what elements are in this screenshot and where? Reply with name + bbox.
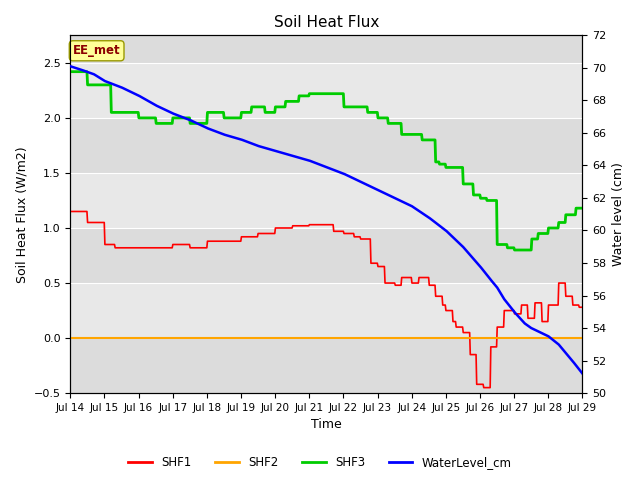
SHF3 [364,109,372,115]
SHF3 [511,247,518,253]
Bar [70,283,582,338]
SHF2 [364,335,372,341]
WaterLevel_cm [393,196,401,202]
SHF1 [579,304,586,310]
SHF2 [67,335,74,341]
WaterLevel_cm [508,305,515,311]
WaterLevel_cm [98,76,106,82]
SHF1 [508,308,516,313]
Bar [70,228,582,283]
Y-axis label: Water level (cm): Water level (cm) [612,162,625,266]
Bar [70,63,582,118]
Line: SHF3: SHF3 [70,72,582,250]
SHF3 [393,120,401,126]
Line: SHF1: SHF1 [70,212,582,388]
SHF3 [378,115,385,121]
WaterLevel_cm [364,182,372,188]
Y-axis label: Soil Heat Flux (W/m2): Soil Heat Flux (W/m2) [15,146,28,283]
SHF3 [579,205,586,211]
SHF1 [67,209,74,215]
WaterLevel_cm [579,371,586,376]
SHF3 [67,69,74,74]
Legend: SHF1, SHF2, SHF3, WaterLevel_cm: SHF1, SHF2, SHF3, WaterLevel_cm [124,452,516,474]
SHF2 [508,335,515,341]
SHF2 [393,335,401,341]
SHF1 [455,324,463,330]
SHF2 [98,335,106,341]
X-axis label: Time: Time [311,419,342,432]
SHF2 [455,335,463,341]
WaterLevel_cm [67,63,74,69]
Line: WaterLevel_cm: WaterLevel_cm [70,66,582,373]
SHF1 [393,282,401,288]
Title: Soil Heat Flux: Soil Heat Flux [274,15,379,30]
SHF1 [480,385,488,391]
SHF2 [378,335,385,341]
SHF3 [98,82,106,88]
Bar [70,118,582,173]
Text: EE_met: EE_met [73,44,120,57]
SHF1 [98,220,106,226]
Bar [70,338,582,393]
SHF1 [364,236,372,242]
SHF1 [378,264,385,269]
WaterLevel_cm [455,240,463,246]
SHF2 [579,335,586,341]
Bar [70,173,582,228]
Bar [70,36,582,63]
WaterLevel_cm [378,189,385,194]
SHF3 [508,245,515,251]
SHF3 [455,165,463,170]
